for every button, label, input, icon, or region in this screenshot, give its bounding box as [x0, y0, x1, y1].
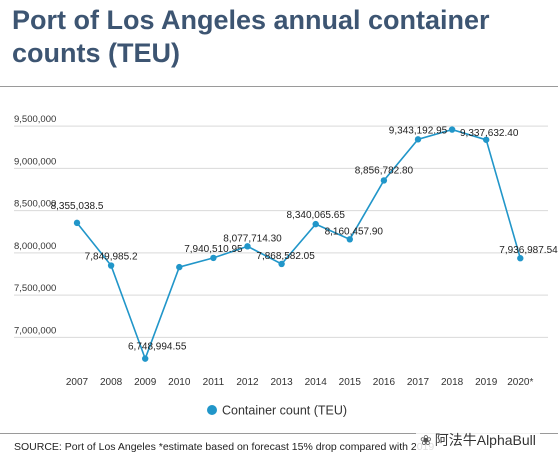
data-point: [176, 263, 183, 271]
line-chart: 7,000,000 7,500,000 8,000,000 8,500,000 9,00…: [14, 114, 558, 418]
x-tick-label: 2017: [407, 377, 430, 388]
data-label: 7,849,985.2: [85, 252, 138, 263]
data-point: [517, 255, 524, 262]
x-tick-label: 2009: [134, 377, 157, 388]
wechat-icon: ❀: [420, 432, 432, 448]
series-line: [76, 128, 522, 361]
data-label: 8,077,714.30: [223, 233, 282, 244]
data-label: 7,940,510.95: [184, 244, 243, 255]
series-container-count: [73, 126, 524, 362]
y-tick-label: 7,500,000: [14, 283, 56, 294]
source-note: SOURCE: Port of Los Angeles *estimate ba…: [14, 441, 435, 453]
y-tick-label: 9,500,000: [14, 114, 56, 125]
data-label: 9,343,192.95: [389, 125, 448, 136]
x-tick-label: 2010: [168, 377, 191, 388]
x-tick-label: 2015: [339, 377, 362, 388]
watermark: ❀ 阿法牛AlphaBull: [416, 428, 540, 452]
x-axis-tick-labels: 2007 2008 2009 2010 2011 2012 2013 2014 2015 2016…: [66, 377, 534, 388]
legend: Container count (TEU): [207, 404, 347, 418]
data-point: [346, 236, 353, 243]
x-tick-label: 2008: [100, 377, 123, 388]
y-tick-label: 7,000,000: [14, 325, 56, 336]
legend-label: Container count (TEU): [222, 404, 347, 418]
data-label: 8,160,457.90: [325, 226, 384, 237]
y-tick-label: 8,000,000: [14, 241, 56, 252]
data-label: 9,337,632.40: [460, 128, 519, 139]
data-point: [107, 262, 115, 269]
legend-marker: [207, 405, 217, 415]
data-point: [414, 136, 422, 143]
data-label: 8,340,065.65: [287, 210, 346, 221]
data-point: [448, 126, 456, 133]
data-point: [312, 220, 319, 228]
data-labels: 8,355,038.5 7,849,985.2 6,748,994.55 7,940,…: [51, 125, 558, 352]
x-tick-label: 2007: [66, 377, 89, 388]
x-tick-label: 2012: [236, 377, 259, 388]
data-point: [278, 260, 285, 268]
top-divider: [0, 86, 558, 87]
data-label: 8,856,782.80: [355, 165, 414, 176]
data-point: [210, 254, 217, 262]
y-tick-label: 8,500,000: [14, 199, 56, 210]
x-tick-label: 2018: [441, 377, 464, 388]
data-point: [142, 355, 149, 362]
y-axis-tick-labels: 7,000,000 7,500,000 8,000,000 8,500,000 9,00…: [14, 114, 56, 336]
x-tick-label: 2014: [305, 377, 328, 388]
data-label: 8,355,038.5: [51, 201, 104, 212]
data-label: 6,748,994.55: [128, 342, 187, 353]
x-tick-label: 2020*: [507, 377, 533, 388]
data-point: [244, 243, 251, 250]
data-label: 7,868,582.05: [256, 251, 315, 262]
bottom-divider: [0, 433, 558, 434]
data-point: [380, 177, 388, 184]
data-point: [73, 219, 81, 227]
gridlines: [14, 125, 548, 338]
data-label: 7,936,987.54: [499, 245, 558, 256]
y-tick-label: 9,000,000: [14, 156, 56, 167]
x-tick-label: 2013: [270, 377, 293, 388]
x-tick-label: 2016: [373, 377, 396, 388]
data-point: [483, 136, 490, 143]
x-tick-label: 2019: [475, 377, 498, 388]
chart-title: Port of Los Angeles annual container cou…: [12, 5, 490, 68]
x-tick-label: 2011: [203, 377, 225, 388]
watermark-text: 阿法牛AlphaBull: [434, 432, 536, 448]
